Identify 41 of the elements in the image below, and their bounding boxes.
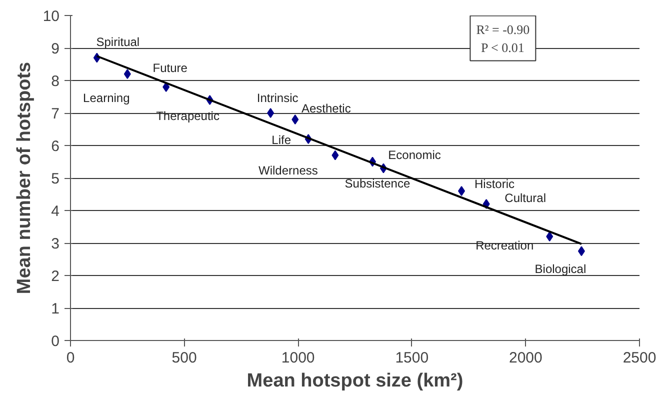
y-tick-label: 5 xyxy=(51,170,60,188)
annotation: Aesthetic xyxy=(301,102,351,116)
y-tick-label: 6 xyxy=(51,138,60,155)
point xyxy=(578,246,585,256)
annotation: Learning xyxy=(83,91,130,105)
point xyxy=(124,69,131,79)
annotation: Subsistence xyxy=(344,176,410,190)
annotation: Intrinsic xyxy=(256,91,298,105)
x-axis-title: Mean hotspot size (km²) xyxy=(246,370,464,392)
annotation: Life xyxy=(272,133,292,147)
x-tick-label: 0 xyxy=(66,350,75,366)
point xyxy=(267,108,274,118)
annotation: Spiritual xyxy=(96,34,140,49)
y-tick-label: 7 xyxy=(51,106,60,122)
point xyxy=(292,114,299,124)
annotation: R² = -0.90 xyxy=(476,22,530,37)
point xyxy=(162,82,170,92)
annotation: Future xyxy=(152,61,188,75)
y-tick-label: 8 xyxy=(51,73,60,90)
annotation: Biological xyxy=(534,262,586,276)
y-tick-label: 3 xyxy=(51,236,60,252)
annotation: Cultural xyxy=(504,191,546,205)
y-tick-label: 10 xyxy=(42,8,60,25)
x-tick-label: 1000 xyxy=(281,350,315,366)
annotation: P < 0.01 xyxy=(481,40,524,55)
x-tick-label: 2500 xyxy=(622,350,656,366)
y-tick-label: 0 xyxy=(51,333,60,350)
y-axis-title: Mean number of hotspots xyxy=(14,62,35,294)
x-tick-label: 1500 xyxy=(395,350,429,366)
y-tick-label: 4 xyxy=(51,203,60,220)
point xyxy=(332,150,339,160)
y-tick-label: 1 xyxy=(51,300,60,318)
point xyxy=(458,186,466,196)
point xyxy=(546,232,554,242)
annotation: Historic xyxy=(474,177,515,191)
y-tick-label: 2 xyxy=(51,268,60,285)
y-tick-label: 9 xyxy=(51,40,60,58)
annotation: Economic xyxy=(388,148,441,162)
x-tick-label: 2000 xyxy=(509,350,542,366)
annotation: Wilderness xyxy=(258,163,318,178)
x-tick-label: 500 xyxy=(172,350,197,366)
